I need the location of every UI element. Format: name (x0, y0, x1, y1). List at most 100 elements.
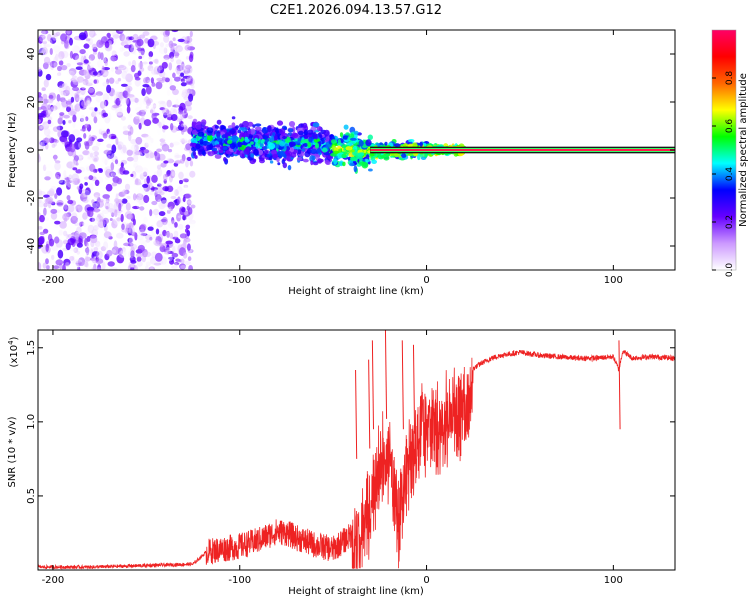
spectrogram-signal-cell (215, 144, 221, 148)
spectrogram-noise-cell (47, 33, 52, 42)
snr-content (38, 330, 675, 570)
spectrogram-noise-cell (142, 84, 150, 88)
spectrogram-noise-cell (130, 267, 135, 270)
spectrogram-noise-cell (102, 81, 109, 87)
spectrogram-noise-cell (102, 209, 108, 214)
spectrogram-noise-cell (108, 77, 115, 84)
spectrogram-noise-cell (136, 199, 140, 209)
spectrogram-noise-cell (132, 193, 137, 201)
spectrogram-noise-cell (127, 242, 134, 247)
spectrogram-noise-cell (143, 216, 148, 224)
spectrogram-noise-cell (111, 98, 115, 106)
spectrogram-noise-cell (38, 236, 45, 245)
spectrogram-noise-cell (55, 31, 61, 36)
spectrogram-signal-cell (349, 156, 357, 161)
spectrogram-noise-cell (91, 267, 97, 270)
spectrogram-noise-cell (122, 125, 127, 131)
spectrogram-signal-cell (390, 152, 395, 157)
spectrogram-noise-cell (90, 240, 95, 248)
spectrogram-noise-cell (48, 94, 54, 100)
spectrogram-signal-cell (323, 152, 330, 156)
spectrogram-signal-cell (231, 135, 239, 143)
spectrogram-noise-cell (130, 65, 136, 73)
spectrogram-signal-cell (368, 168, 373, 172)
spectrogram-noise-cell (103, 231, 112, 239)
spectrogram-noise-cell (81, 100, 89, 108)
spectrogram-noise-cell (38, 226, 43, 230)
colorbar-tick-label: 0.6 (725, 119, 735, 134)
spectrogram-noise-cell (185, 228, 189, 233)
spectrogram-noise-cell (166, 206, 172, 211)
spectrogram-noise-cell (135, 116, 140, 120)
spectrogram-noise-cell (111, 220, 118, 229)
spectrogram-noise-cell (157, 178, 162, 186)
spectrogram-noise-cell (170, 114, 178, 121)
spectrogram-noise-cell (135, 253, 144, 258)
spectrogram-noise-cell (176, 70, 182, 75)
spectrogram-signal-cell (254, 126, 262, 131)
spectrogram-noise-cell (126, 149, 133, 156)
spectrogram-noise-cell (138, 152, 144, 159)
spectrogram-noise-cell (138, 170, 143, 175)
spectrogram-noise-cell (148, 61, 153, 65)
spectrogram-noise-cell (110, 162, 115, 171)
spectrogram-signal-cell (266, 154, 271, 158)
spectrogram-noise-cell (166, 99, 172, 108)
spectrogram-noise-cell (85, 116, 89, 122)
spectrogram-noise-cell (114, 66, 119, 70)
spectrogram-signal-cell (231, 122, 236, 128)
spectrogram-noise-cell (72, 259, 79, 264)
spectrogram-noise-cell (102, 93, 110, 102)
spectrogram-signal-cell (287, 165, 292, 171)
spectrogram-noise-cell (61, 83, 67, 90)
spectrogram-noise-cell (180, 123, 187, 128)
spectrogram-noise-cell (96, 39, 104, 48)
spectrogram-noise-cell (53, 62, 58, 68)
spectrogram-noise-cell (147, 65, 154, 72)
spectrogram-noise-cell (183, 40, 190, 44)
spectrogram-noise-cell (113, 202, 120, 212)
spectrogram-noise-cell (80, 117, 84, 122)
spectrogram-noise-cell (181, 136, 188, 143)
spectrogram-noise-cell (73, 247, 79, 253)
spectrogram-signal-cell (288, 141, 296, 147)
spectrogram-noise-cell (153, 65, 161, 75)
spectrogram-signal-cell (311, 155, 316, 161)
colorbar-tick-label: 0.4 (725, 167, 735, 182)
spectrogram-noise-cell (39, 35, 48, 43)
spectrogram-noise-cell (138, 62, 144, 69)
spectrogram-noise-cell (121, 70, 128, 80)
spectrogram-signal-cell (227, 140, 233, 144)
spectrogram-noise-cell (82, 198, 89, 204)
spectrogram-noise-cell (109, 267, 118, 270)
spectrogram-noise-cell (78, 251, 84, 256)
spectrogram-noise-cell (184, 186, 188, 193)
spectrogram-noise-cell (75, 66, 83, 70)
spectrogram-noise-cell (115, 97, 121, 106)
spectrogram-noise-cell (45, 73, 52, 81)
spectrogram-noise-cell (88, 134, 92, 143)
spectrogram-noise-cell (39, 231, 45, 236)
spectrogram-noise-cell (41, 87, 46, 91)
spectrogram-noise-cell (170, 123, 174, 131)
spectrogram-noise-cell (105, 166, 111, 172)
spectrogram-noise-cell (119, 64, 126, 69)
spectrogram-noise-cell (85, 242, 89, 248)
spectrogram-signal-cell (229, 142, 236, 149)
spectrogram-signal-cell (290, 152, 297, 158)
spectrogram-noise-cell (185, 224, 191, 230)
spectrogram-noise-cell (112, 171, 116, 178)
colorbar-tick-label: 0.8 (725, 71, 735, 86)
spectrogram-noise-cell (124, 189, 130, 195)
spectrogram-noise-cell (180, 258, 185, 264)
spectrogram-noise-cell (66, 176, 70, 186)
spectrogram-noise-cell (87, 224, 95, 234)
spectrogram-noise-cell (169, 232, 174, 239)
spectrogram-signal-cell (272, 153, 279, 158)
spectrogram-noise-cell (85, 256, 92, 262)
spectrogram-noise-cell (106, 143, 112, 149)
spectrogram-signal-cell (310, 148, 318, 154)
spectrogram-noise-cell (143, 178, 147, 185)
spectrogram-noise-cell (164, 187, 169, 192)
spectrogram-noise-cell (156, 148, 163, 153)
